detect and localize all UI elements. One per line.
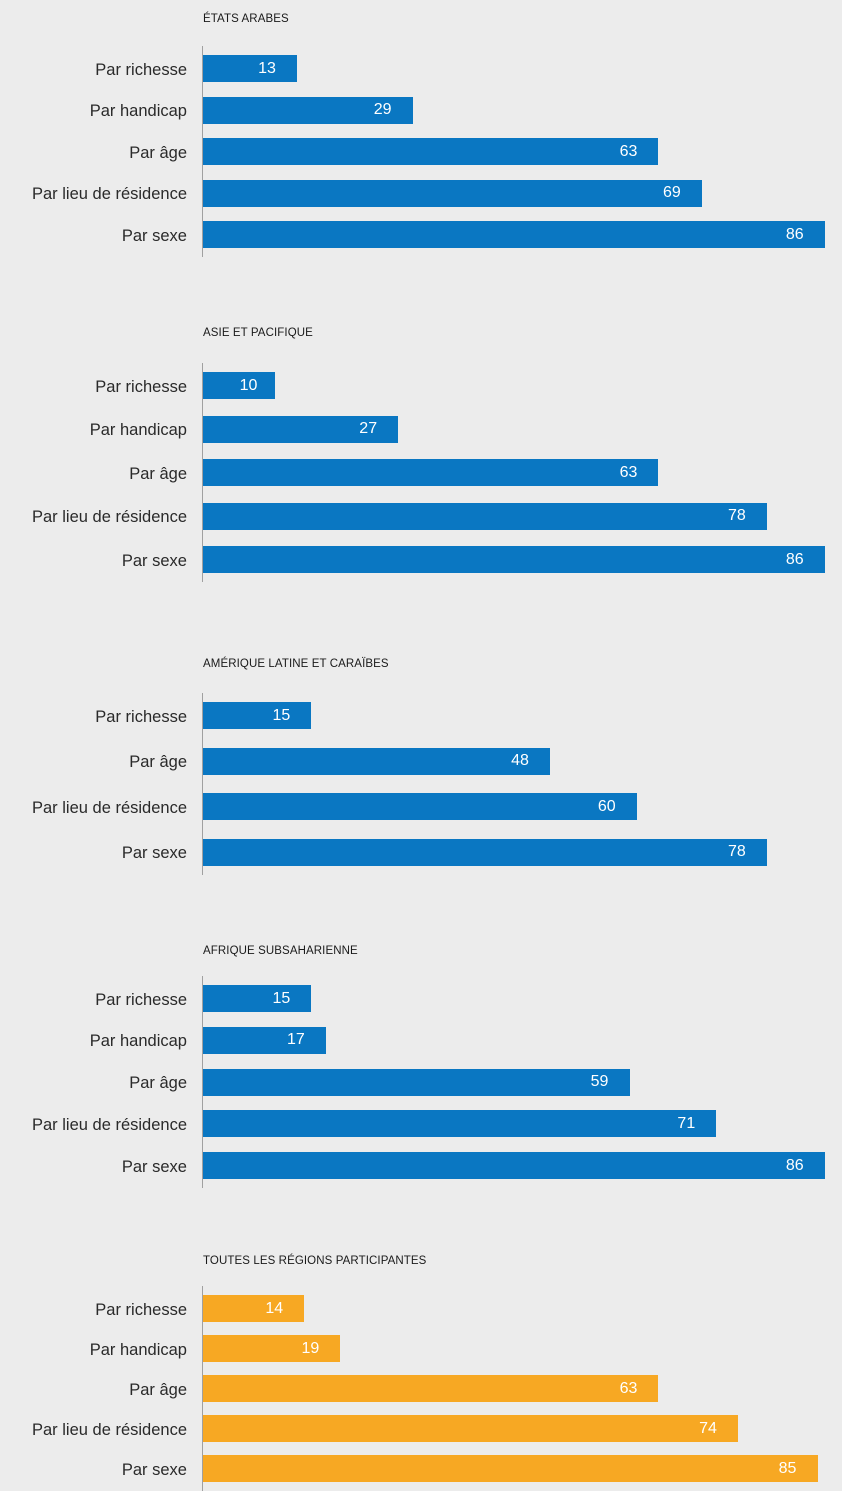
- bar: [203, 546, 825, 573]
- bar-value-label: 71: [677, 1114, 696, 1132]
- bar-value-label: 60: [597, 797, 616, 815]
- bar: [203, 415, 399, 443]
- bar: [203, 1152, 825, 1180]
- bar-value-label: 19: [301, 1339, 320, 1357]
- bar: [203, 372, 276, 399]
- panel-title: ÉTATS ARABES: [203, 13, 289, 25]
- bar-value-label: 15: [272, 989, 291, 1007]
- bar-value-label: 86: [785, 225, 804, 243]
- category-label: Par richesse: [95, 990, 187, 1009]
- bar-value-label: 14: [265, 1299, 284, 1317]
- bar: [203, 502, 767, 530]
- category-label: Par sexe: [121, 1157, 187, 1176]
- bar-value-label: 78: [728, 843, 746, 860]
- category-label: Par sexe: [121, 1460, 187, 1479]
- bar-value-label: 86: [785, 550, 804, 568]
- panel-title: TOUTES LES RÉGIONS PARTICIPANTES: [203, 1255, 427, 1267]
- bar-value-label: 85: [778, 1459, 797, 1477]
- bar-value-label: 78: [728, 507, 746, 524]
- bar-value-label: 10: [239, 376, 258, 394]
- bar-value-label: 48: [511, 752, 529, 769]
- bar: [203, 702, 312, 729]
- category-label: Par âge: [129, 464, 187, 483]
- category-axis-line: [202, 693, 203, 875]
- bar-value-label: 59: [590, 1073, 609, 1091]
- bar: [203, 138, 659, 165]
- category-label: Par sexe: [121, 226, 187, 245]
- bar-value-label: 63: [619, 142, 638, 160]
- category-label: Par lieu de résidence: [31, 1115, 187, 1134]
- bar-value-label: 13: [258, 59, 276, 77]
- bar-value-label: 63: [619, 1379, 638, 1397]
- category-label: Par sexe: [121, 844, 187, 862]
- bar: [203, 1455, 818, 1482]
- bar: [203, 96, 413, 124]
- category-axis-line: [202, 976, 203, 1189]
- category-label: Par richesse: [95, 1300, 187, 1319]
- bar-value-label: 17: [287, 1031, 305, 1049]
- category-label: Par richesse: [95, 60, 187, 79]
- category-label: Par lieu de résidence: [31, 798, 187, 817]
- bar: [203, 1415, 739, 1442]
- bar: [203, 179, 702, 207]
- bar: [203, 747, 551, 775]
- bar: [203, 793, 637, 820]
- bar-value-label: 29: [373, 101, 392, 118]
- panel-title: AMÉRIQUE LATINE ET CARAÏBES: [203, 658, 389, 670]
- category-label: Par sexe: [121, 551, 187, 570]
- bar-value-label: 74: [699, 1419, 717, 1437]
- category-label: Par lieu de résidence: [31, 1420, 187, 1439]
- bar: [203, 221, 825, 248]
- category-label: Par handicap: [89, 421, 187, 439]
- bar: [203, 459, 659, 486]
- category-label: Par richesse: [95, 707, 187, 726]
- category-label: Par lieu de résidence: [31, 508, 187, 526]
- bar-value-label: 86: [785, 1156, 804, 1174]
- category-axis-line: [202, 363, 203, 582]
- category-axis-line: [202, 46, 203, 257]
- bar: [203, 1026, 326, 1054]
- category-label: Par âge: [129, 1380, 187, 1399]
- bar-value-label: 15: [272, 706, 291, 724]
- category-label: Par handicap: [89, 1032, 187, 1051]
- bar-value-label: 27: [359, 420, 378, 437]
- panel-title: AFRIQUE SUBSAHARIENNE: [203, 945, 358, 957]
- category-label: Par handicap: [89, 102, 187, 120]
- bar: [203, 1295, 305, 1322]
- bar: [203, 1068, 630, 1096]
- bar: [203, 55, 297, 82]
- bar: [203, 985, 312, 1012]
- category-label: Par lieu de résidence: [31, 185, 187, 203]
- bar: [203, 838, 767, 866]
- bar-value-label: 63: [619, 463, 638, 481]
- panel-title: ASIE ET PACIFIQUE: [203, 327, 313, 339]
- bar-value-label: 69: [662, 184, 681, 201]
- category-label: Par âge: [129, 1074, 187, 1093]
- bar: [203, 1335, 341, 1362]
- category-axis-line: [202, 1286, 203, 1491]
- bar: [203, 1110, 717, 1138]
- category-label: Par âge: [129, 753, 187, 771]
- bar: [203, 1375, 659, 1402]
- category-label: Par âge: [129, 143, 187, 162]
- category-label: Par richesse: [95, 377, 187, 396]
- category-label: Par handicap: [89, 1340, 187, 1359]
